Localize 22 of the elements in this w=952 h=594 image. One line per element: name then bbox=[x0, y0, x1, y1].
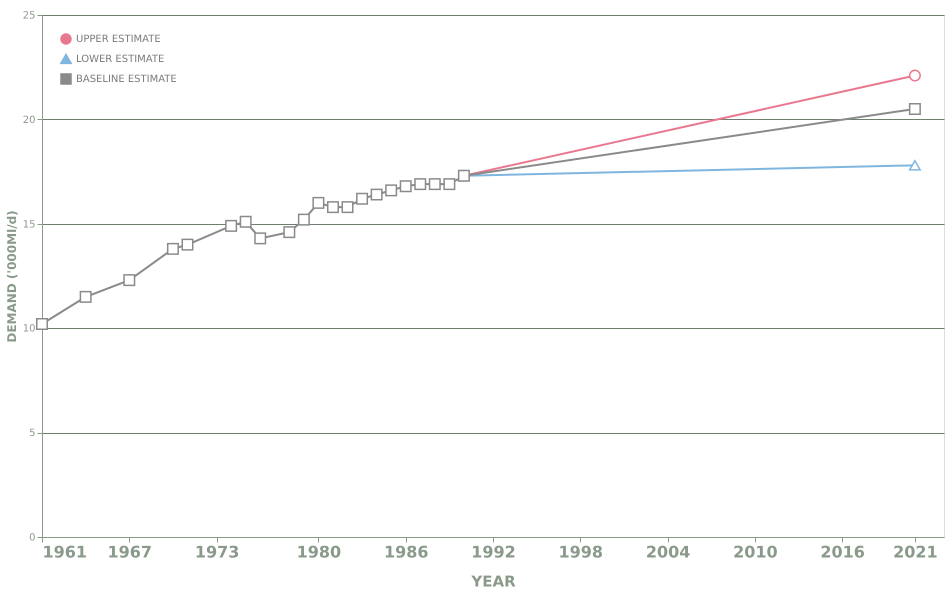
x-tick-label: 2004 bbox=[646, 542, 690, 562]
x-tick-label: 1973 bbox=[194, 542, 240, 562]
y-tick-label: 20 bbox=[22, 114, 36, 126]
y-tick-label: 15 bbox=[22, 219, 36, 230]
y-axis-title: DEMAND ('000Ml/d) bbox=[4, 210, 19, 343]
y-tick-label: 0 bbox=[29, 532, 36, 544]
x-tick-label: 2021 bbox=[893, 542, 938, 562]
x-tick-label: 2016 bbox=[820, 542, 865, 562]
x-tick-label: 1980 bbox=[296, 542, 342, 562]
x-axis-title: YEAR bbox=[470, 572, 516, 590]
x-tick-label: 2010 bbox=[733, 542, 778, 562]
x-tick-label: 1992 bbox=[471, 542, 516, 562]
x-tick-label: 1998 bbox=[558, 542, 604, 562]
y-tick-label: 10 bbox=[22, 324, 36, 335]
x-tick-label: 1967 bbox=[108, 542, 152, 562]
legend-label: BASELINE ESTIMATE bbox=[76, 74, 177, 85]
y-tick-label: 25 bbox=[22, 10, 36, 22]
y-tick-label: 5 bbox=[29, 428, 36, 440]
legend-label: LOWER ESTIMATE bbox=[76, 54, 164, 65]
x-tick-label: 1986 bbox=[384, 542, 428, 562]
x-tick-label: 1961 bbox=[42, 542, 88, 562]
legend-label: UPPER ESTIMATE bbox=[76, 34, 161, 45]
